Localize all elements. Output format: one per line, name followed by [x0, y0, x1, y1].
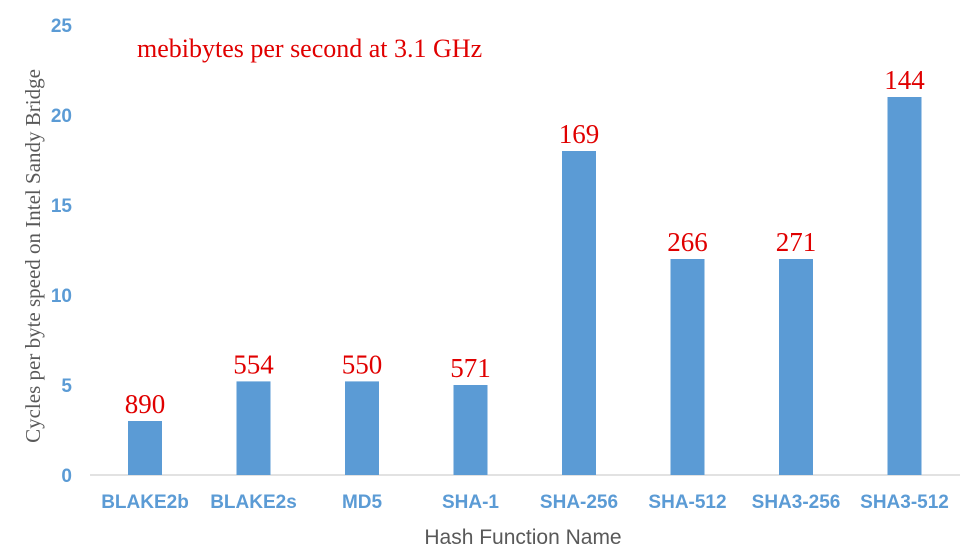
bar-sha3-512	[887, 97, 922, 475]
x-tick-label: SHA-1	[442, 492, 499, 513]
y-tick-label: 5	[61, 376, 72, 397]
y-tick-label: 15	[51, 196, 73, 217]
data-label: 571	[450, 353, 491, 383]
x-tick-label: BLAKE2s	[210, 492, 297, 513]
data-label: 890	[125, 389, 166, 419]
bar-blake2s	[236, 381, 271, 475]
y-tick-label: 10	[51, 286, 72, 307]
data-label: 169	[559, 119, 600, 149]
x-tick-label: SHA3-256	[752, 492, 841, 513]
bar-sha-256	[562, 151, 596, 475]
x-tick-label: SHA-256	[540, 492, 618, 513]
bar-sha-1	[453, 385, 488, 475]
y-tick-label: 25	[51, 16, 73, 37]
y-tick-label: 20	[51, 106, 72, 127]
y-axis-ticks: 0 5 10 15 20 25	[51, 16, 73, 487]
bar-md5	[345, 381, 379, 475]
bar-sha3-256	[779, 259, 813, 475]
x-tick-label: SHA-512	[648, 492, 726, 513]
bar-blake2b	[128, 421, 162, 475]
y-axis-title: Cycles per byte speed on Intel Sandy Bri…	[21, 69, 45, 443]
annotation-text: mebibytes per second at 3.1 GHz	[137, 34, 482, 63]
bar-sha-512	[670, 259, 705, 475]
x-tick-label: MD5	[342, 492, 383, 513]
data-label: 271	[776, 227, 817, 257]
y-tick-label: 0	[61, 466, 72, 487]
data-labels: 890 554 550 571 169 266 271 144	[125, 65, 926, 419]
bars	[128, 97, 922, 475]
data-label: 550	[342, 349, 383, 379]
x-tick-label: BLAKE2b	[101, 492, 189, 513]
x-axis-ticks: BLAKE2b BLAKE2s MD5 SHA-1 SHA-256 SHA-512 SHA3…	[101, 492, 949, 513]
data-label: 144	[884, 65, 925, 95]
data-label: 266	[667, 227, 708, 257]
data-label: 554	[233, 349, 274, 379]
x-axis-title: Hash Function Name	[424, 526, 621, 549]
x-tick-label: SHA3-512	[860, 492, 949, 513]
